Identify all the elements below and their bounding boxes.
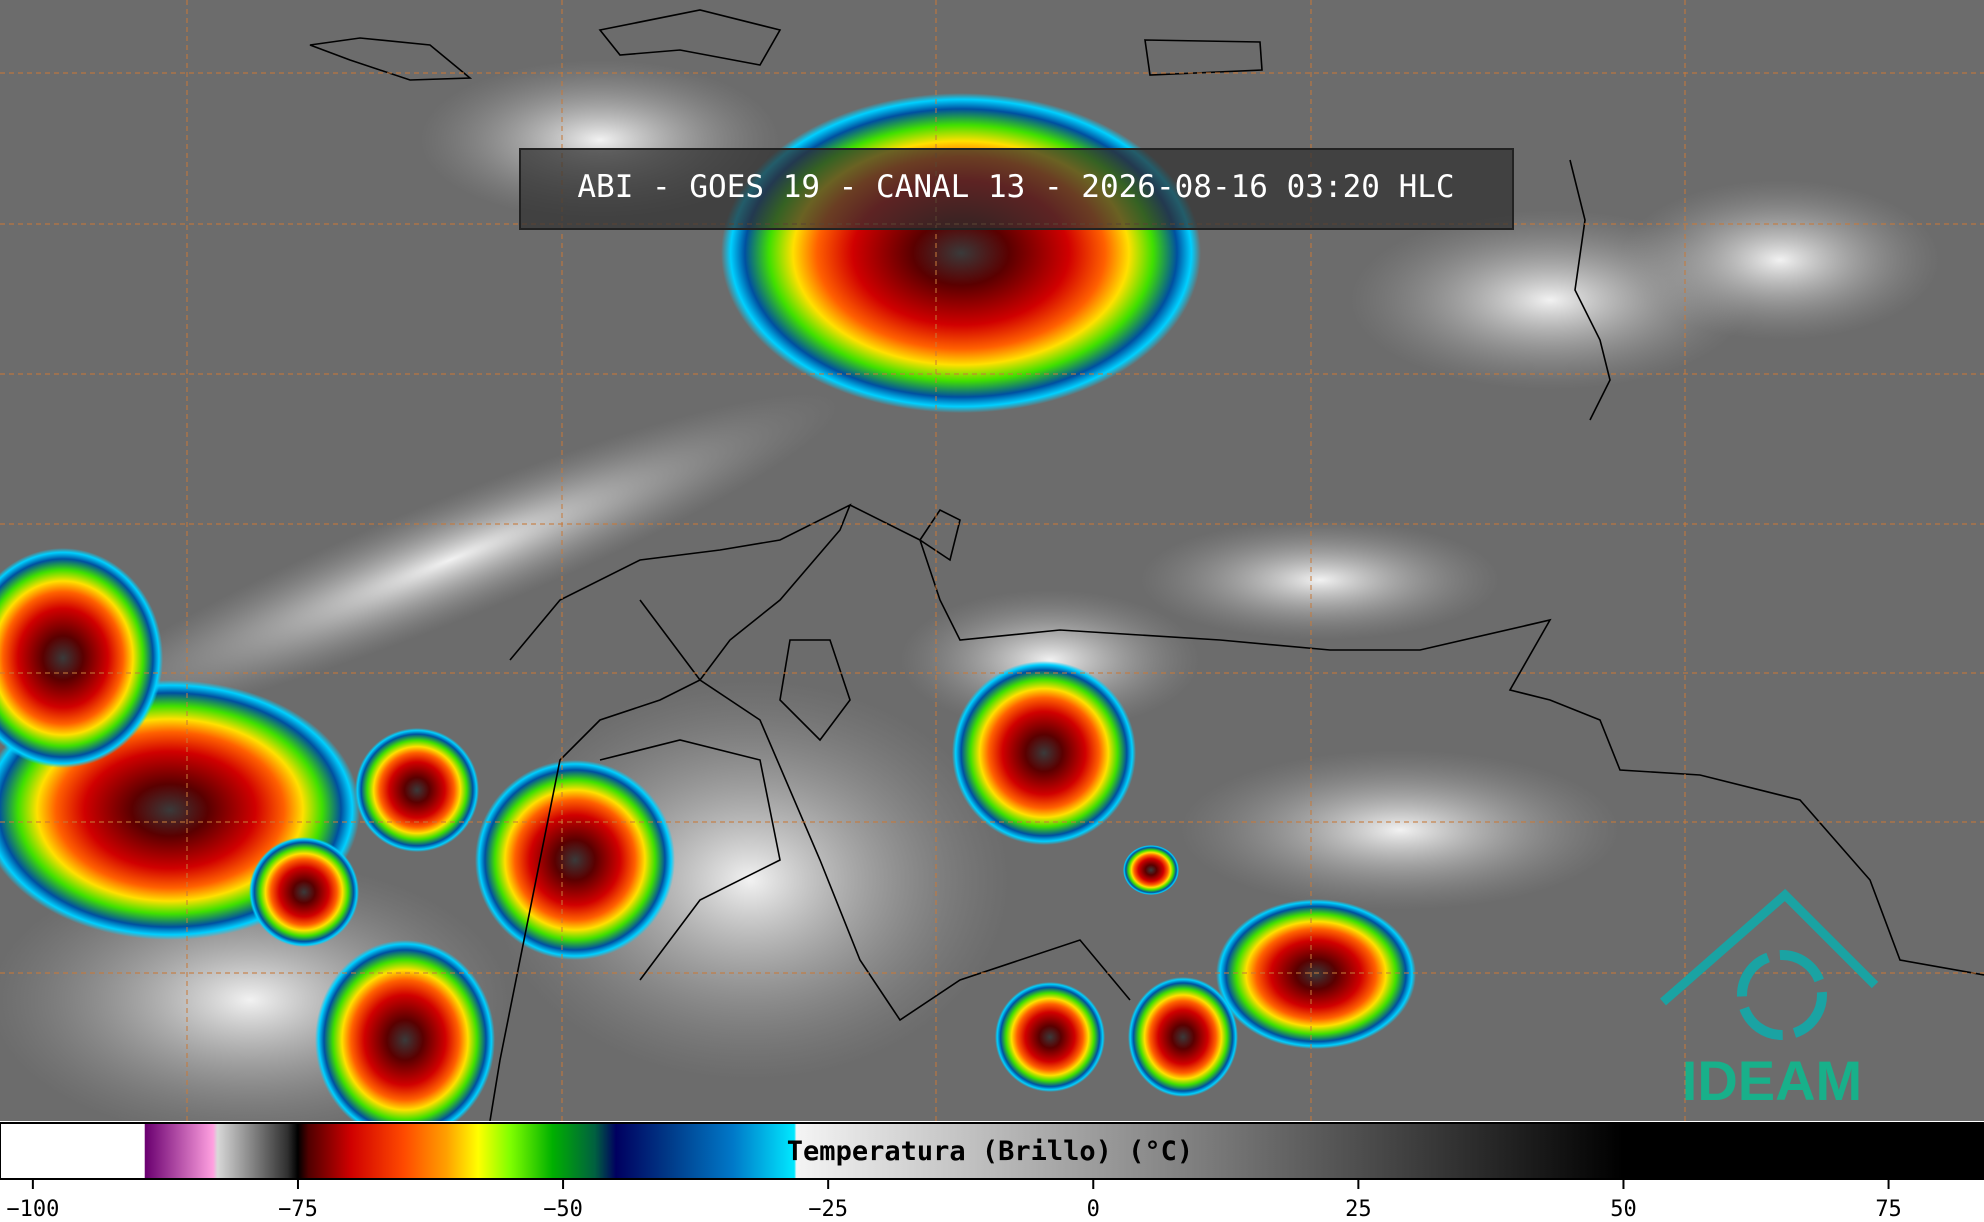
tick-label: −75: [278, 1197, 318, 1222]
tick-label: −50: [543, 1197, 583, 1222]
logo-text: IDEAM: [1682, 1049, 1862, 1112]
logo-roof: [1660, 888, 1879, 1006]
tick-label: 50: [1610, 1197, 1637, 1222]
map: IDEAM ABI - GOES 19 - CANAL 13 - 2026-08…: [0, 0, 1984, 1121]
tick-label: 25: [1345, 1197, 1372, 1222]
title: ABI - GOES 19 - CANAL 13 - 2026-08-16 03…: [577, 169, 1454, 205]
colorbar-ticks: −100 −75 −50 −25 0 25 50 75: [6, 1179, 1902, 1222]
logo-swirl: [1737, 950, 1827, 1040]
tick-label: −25: [808, 1197, 848, 1222]
tick-label: 75: [1875, 1197, 1902, 1222]
tick-label: −100: [6, 1197, 59, 1222]
colorbar-label: Temperatura (Brillo) (°C): [787, 1136, 1193, 1167]
colorbar: [0, 1122, 1984, 1180]
logo: IDEAM: [1660, 888, 1879, 1112]
tick-label: 0: [1087, 1197, 1100, 1222]
title-box: [519, 148, 1514, 230]
coastlines: [309, 9, 1984, 1121]
